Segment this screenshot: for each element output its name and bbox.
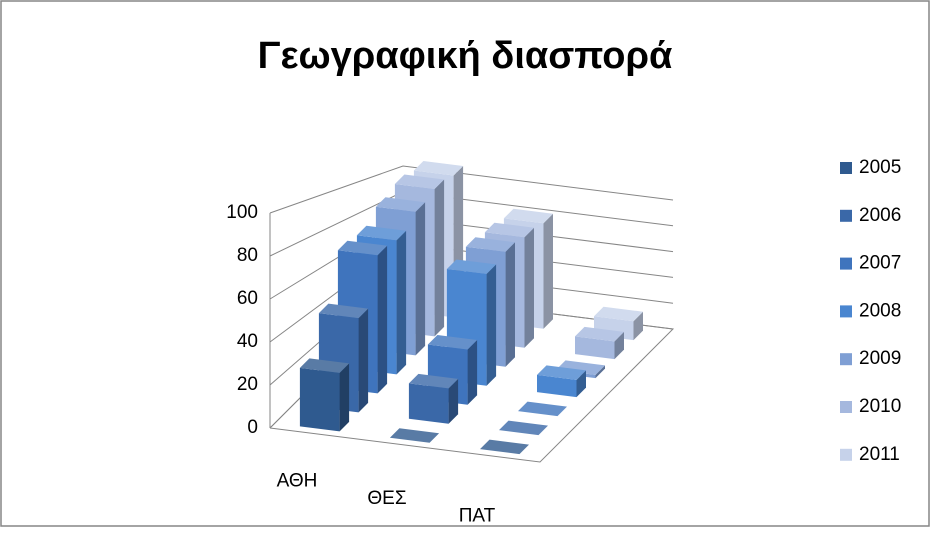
legend-swatch: [840, 448, 852, 461]
bar: [408, 373, 459, 424]
y-tick-label: 40: [237, 331, 258, 352]
bar-top: [465, 237, 515, 252]
bar-top: [480, 439, 529, 455]
bar-side: [505, 242, 515, 367]
bar-top: [575, 326, 624, 342]
y-tick-label: 0: [247, 417, 258, 438]
bar-side: [576, 370, 586, 398]
bar: [389, 428, 440, 443]
legend-label: 2008: [859, 300, 901, 321]
bar-top: [337, 240, 388, 256]
bar-top: [427, 335, 478, 350]
bar: [575, 326, 624, 360]
bar-side: [339, 363, 350, 432]
bar-top: [394, 174, 445, 189]
bar-top: [484, 222, 534, 238]
bar-top: [446, 259, 497, 274]
legend-label: 2006: [859, 205, 901, 226]
bar-top: [318, 303, 369, 319]
legend-label: 2005: [859, 157, 901, 178]
legend-swatch: [840, 305, 852, 318]
bar-side: [633, 311, 643, 341]
bar-side: [524, 227, 534, 348]
legend-label: 2009: [859, 348, 901, 369]
bar-top: [503, 208, 553, 224]
bar-side: [434, 179, 445, 337]
legend-label: 2007: [859, 253, 901, 274]
bar-front: [575, 336, 615, 360]
bar: [480, 439, 529, 455]
x-tick-label: ΘΕΣ: [367, 488, 406, 509]
y-tick-label: 80: [237, 245, 258, 266]
bar-side: [543, 213, 553, 329]
bar-side: [614, 331, 624, 360]
bar-side: [415, 202, 426, 356]
bar-top: [299, 358, 350, 373]
chart-title: Γεωγραφική διασπορά: [258, 35, 673, 77]
y-tick-label: 60: [237, 288, 258, 309]
legend-swatch: [840, 209, 852, 222]
legend-swatch: [840, 401, 852, 413]
y-tick-label: 20: [237, 374, 258, 395]
bar-top: [389, 428, 440, 443]
bar-top: [356, 225, 407, 241]
bar-top: [499, 420, 548, 436]
bar-top: [594, 306, 643, 322]
bar-side: [377, 245, 388, 394]
bar-front: [299, 367, 340, 432]
bar-side: [467, 340, 478, 405]
bar-front: [537, 374, 577, 398]
bar-top: [537, 365, 586, 380]
bar-side: [595, 365, 605, 379]
bar-top: [375, 197, 426, 212]
bar: [537, 365, 586, 398]
bar-side: [448, 378, 459, 424]
x-tick-label: ΠΑΤ: [459, 505, 496, 526]
bar-side: [358, 308, 369, 413]
bar-top: [518, 401, 567, 417]
legend-label: 2010: [859, 396, 901, 417]
legend-swatch: [840, 353, 852, 366]
legend-swatch: [840, 162, 852, 174]
y-tick-label: 100: [226, 202, 258, 223]
bar-side: [486, 264, 497, 386]
legend-label: 2011: [859, 444, 900, 465]
bar-top: [408, 373, 459, 389]
bar: [299, 358, 350, 432]
bar-front: [408, 383, 449, 424]
x-tick-label: ΑΘΗ: [277, 471, 318, 492]
bar: [499, 420, 548, 436]
bar-top: [413, 161, 464, 176]
bar-side: [396, 230, 407, 375]
legend-swatch: [840, 257, 852, 270]
grid-line: [269, 165, 674, 214]
bar: [518, 401, 567, 417]
